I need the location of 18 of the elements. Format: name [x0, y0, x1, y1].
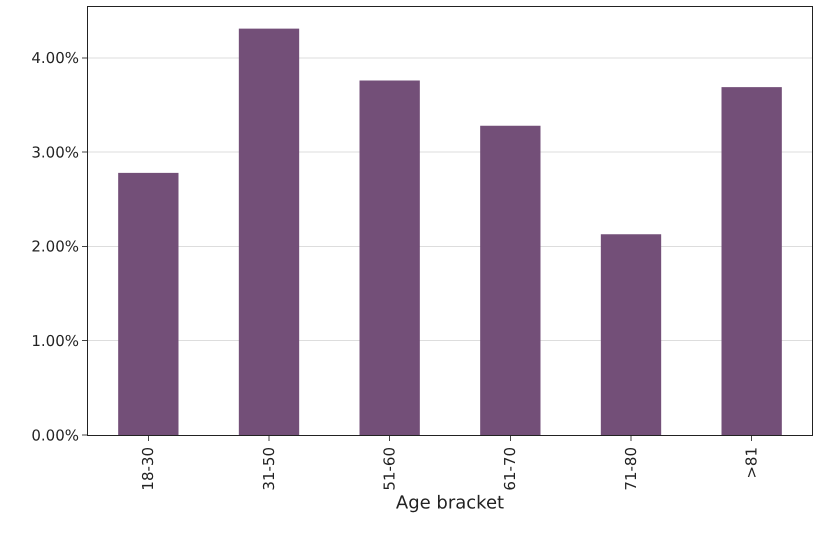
y-tick-label: 3.00% [31, 143, 79, 162]
x-tick-label: 51-60 [380, 447, 399, 491]
x-tick-label: 61-70 [501, 447, 520, 491]
x-axis-title: Age bracket [396, 492, 504, 514]
y-tick-label: 4.00% [31, 49, 79, 68]
bar [600, 234, 662, 435]
y-tick-label: 0.00% [31, 426, 79, 444]
bar [238, 28, 300, 435]
y-tick-label: 2.00% [31, 238, 79, 256]
x-tick-label: 31-50 [260, 447, 278, 491]
bar [360, 80, 420, 435]
bar [480, 126, 540, 435]
x-tick-label: 18-30 [139, 447, 158, 491]
y-tick-label: 1.00% [31, 332, 79, 350]
bar [722, 87, 782, 435]
bar [118, 172, 178, 435]
x-tick-label: >81 [742, 447, 761, 479]
x-tick-label: 71-80 [622, 447, 640, 491]
